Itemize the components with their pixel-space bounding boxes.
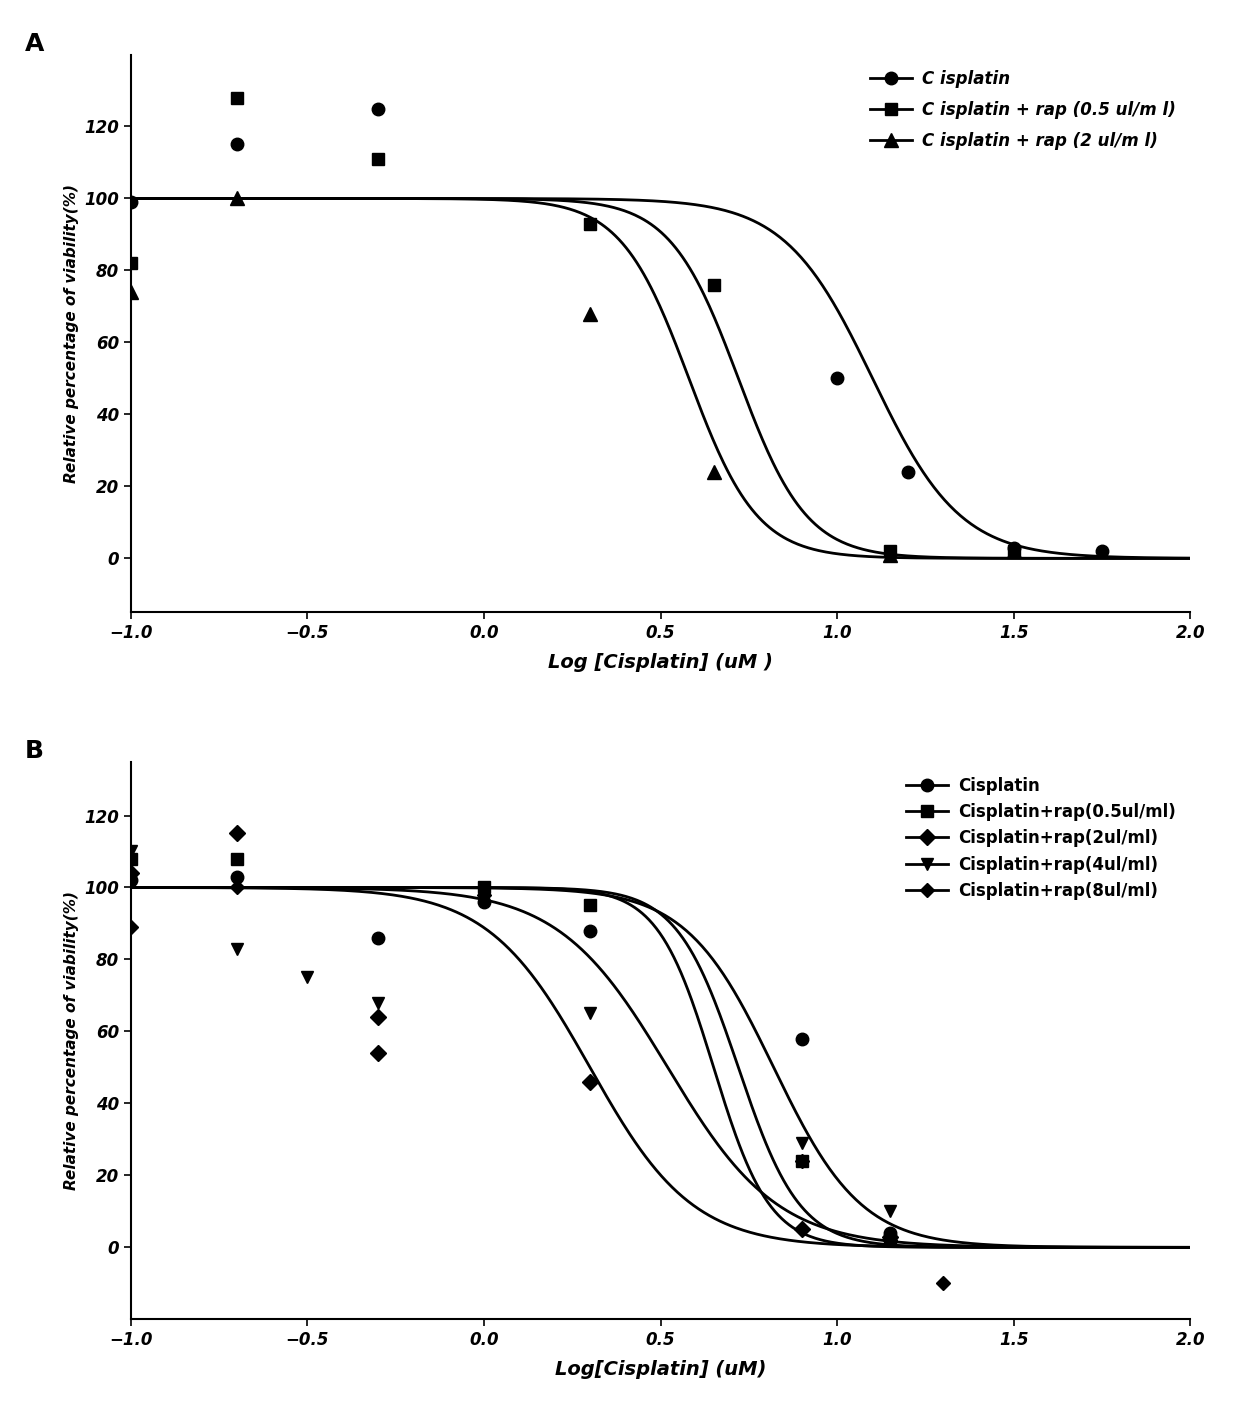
- X-axis label: Log[Cisplatin] (uM): Log[Cisplatin] (uM): [556, 1360, 766, 1379]
- X-axis label: Log [Cisplatin] (uM ): Log [Cisplatin] (uM ): [548, 653, 773, 672]
- Legend: C isplatin, C isplatin + rap (0.5 ul/m l), C isplatin + rap (2 ul/m l): C isplatin, C isplatin + rap (0.5 ul/m l…: [863, 62, 1182, 157]
- Text: A: A: [25, 33, 45, 57]
- Y-axis label: Relative percentage of viability(%): Relative percentage of viability(%): [63, 891, 78, 1191]
- Y-axis label: Relative percentage of viability(%): Relative percentage of viability(%): [63, 184, 78, 484]
- Text: B: B: [25, 740, 43, 764]
- Legend: Cisplatin, Cisplatin+rap(0.5ul/ml), Cisplatin+rap(2ul/ml), Cisplatin+rap(4ul/ml): Cisplatin, Cisplatin+rap(0.5ul/ml), Cisp…: [899, 769, 1182, 906]
